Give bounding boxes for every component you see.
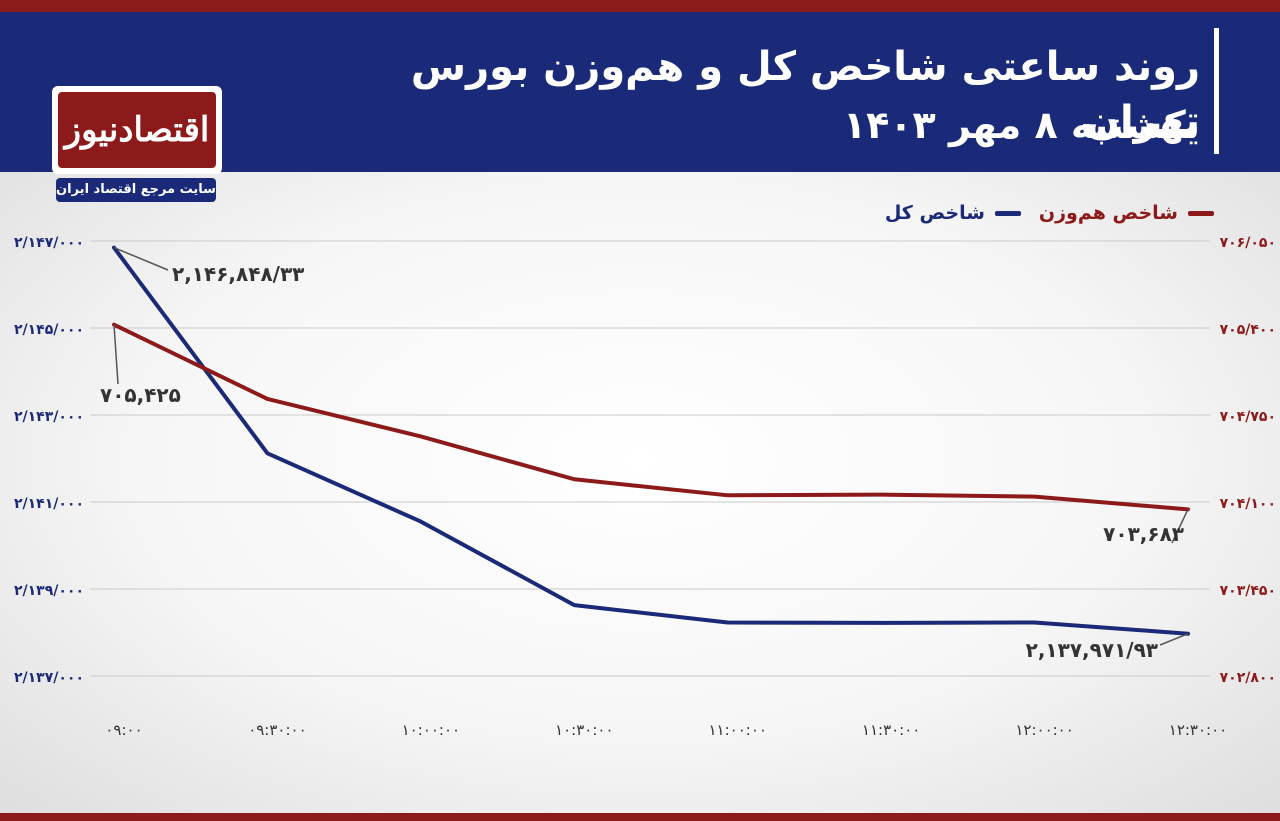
- brand-logo-text: اقتصادنیوز: [58, 92, 216, 168]
- brand-logo: اقتصادنیوز: [52, 86, 222, 174]
- chart-legend: شاخص هم‌وزن شاخص کل: [885, 202, 1214, 224]
- legend-label-equal-weight: شاخص هم‌وزن: [1038, 202, 1178, 224]
- x-axis-tick-label: ۰۹:۰۰: [105, 721, 142, 739]
- right-axis-tick-label: ۷۰۲/۸۰۰: [1220, 670, 1276, 686]
- left-axis-tick-label: ۲/۱۳۹/۰۰۰: [14, 583, 84, 599]
- series-line-total: [112, 245, 1190, 636]
- right-axis-tick-label: ۷۰۴/۷۵۰: [1220, 409, 1276, 425]
- x-axis-tick-label: ۱۰:۳۰:۰۰: [555, 721, 613, 739]
- chart-subtitle: یکشنبه ۸ مهر ۱۴۰۳: [842, 103, 1200, 147]
- x-axis-tick-label: ۱۲:۳۰:۰۰: [1169, 721, 1227, 739]
- brand-tagline: سایت مرجع اقتصاد ایران: [56, 178, 216, 202]
- right-axis-tick-label: ۷۰۵/۴۰۰: [1220, 322, 1276, 338]
- callout-leader-line: [1159, 633, 1189, 646]
- x-axis-tick-label: ۱۲:۰۰:۰۰: [1015, 721, 1073, 739]
- plot-background: [0, 172, 1280, 813]
- x-axis-tick-label: ۱۱:۳۰:۰۰: [862, 721, 920, 739]
- x-axis-tick-label: ۰۹:۳۰:۰۰: [248, 721, 306, 739]
- x-axis-tick-label: ۱۰:۰۰:۰۰: [402, 721, 460, 739]
- left-axis-tick-label: ۲/۱۴۷/۰۰۰: [14, 235, 84, 251]
- bottom-accent-strip: [0, 813, 1280, 821]
- right-axis-tick-label: ۷۰۶/۰۵۰: [1220, 235, 1276, 251]
- callout-leader-line: [113, 324, 119, 385]
- legend-swatch-total: [994, 210, 1021, 216]
- chart-title: روند ساعتی شاخص کل و هم‌وزن بورس تهران: [410, 44, 1200, 144]
- data-label: ۲,۱۳۷,۹۷۱/۹۳: [1026, 638, 1158, 662]
- right-axis-tick-label: ۷۰۳/۴۵۰: [1220, 583, 1276, 599]
- legend-label-total: شاخص کل: [884, 202, 985, 224]
- header-divider: [1214, 28, 1219, 154]
- left-axis-tick-label: ۲/۱۴۱/۰۰۰: [14, 496, 84, 512]
- left-axis-tick-label: ۲/۱۴۳/۰۰۰: [14, 409, 84, 425]
- series-line-equal-weight: [112, 322, 1190, 512]
- left-axis-tick-label: ۲/۱۳۷/۰۰۰: [14, 670, 84, 686]
- right-axis-tick-label: ۷۰۴/۱۰۰: [1220, 496, 1276, 512]
- callout-leader-line: [1171, 509, 1189, 544]
- data-label: ۷۰۳,۶۸۳: [1103, 522, 1184, 546]
- data-label: ۷۰۵,۴۲۵: [100, 383, 181, 407]
- data-label: ۲,۱۴۶,۸۴۸/۳۳: [172, 262, 304, 286]
- legend-swatch-equal-weight: [1188, 210, 1214, 216]
- x-axis-tick-label: ۱۱:۰۰:۰۰: [708, 721, 766, 739]
- top-accent-strip: [0, 0, 1280, 12]
- left-axis-tick-label: ۲/۱۴۵/۰۰۰: [14, 322, 84, 338]
- callout-leader-line: [113, 246, 169, 271]
